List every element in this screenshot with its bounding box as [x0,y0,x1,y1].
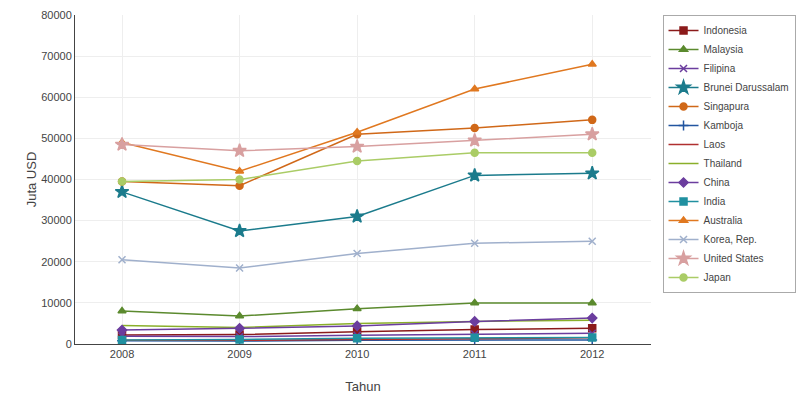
svg-text:2012: 2012 [580,348,604,360]
svg-text:0: 0 [66,338,72,350]
svg-text:2008: 2008 [110,348,134,360]
svg-text:China: China [704,177,731,188]
svg-text:Singapura: Singapura [704,101,750,112]
svg-text:30000: 30000 [41,214,72,226]
svg-text:2011: 2011 [463,348,487,360]
svg-text:Brunei Darussalam: Brunei Darussalam [704,82,789,93]
svg-text:Tahun: Tahun [345,379,380,394]
svg-text:Juta USD: Juta USD [24,152,39,208]
svg-text:50000: 50000 [41,132,72,144]
svg-text:Indonesia: Indonesia [704,25,748,36]
svg-text:Korea, Rep.: Korea, Rep. [704,234,757,245]
svg-text:Kamboja: Kamboja [704,120,744,131]
svg-text:60000: 60000 [41,91,72,103]
svg-text:Filipina: Filipina [704,63,736,74]
svg-text:40000: 40000 [41,173,72,185]
svg-text:Australia: Australia [704,215,743,226]
svg-text:80000: 80000 [41,9,72,21]
svg-text:Malaysia: Malaysia [704,44,744,55]
svg-text:2010: 2010 [345,348,369,360]
svg-text:10000: 10000 [41,297,72,309]
svg-text:2009: 2009 [227,348,251,360]
svg-text:20000: 20000 [41,256,72,268]
svg-text:Laos: Laos [704,139,726,150]
svg-text:United States: United States [704,253,764,264]
svg-text:Japan: Japan [704,272,731,283]
svg-text:70000: 70000 [41,50,72,62]
svg-text:India: India [704,196,726,207]
svg-text:Thailand: Thailand [704,158,742,169]
